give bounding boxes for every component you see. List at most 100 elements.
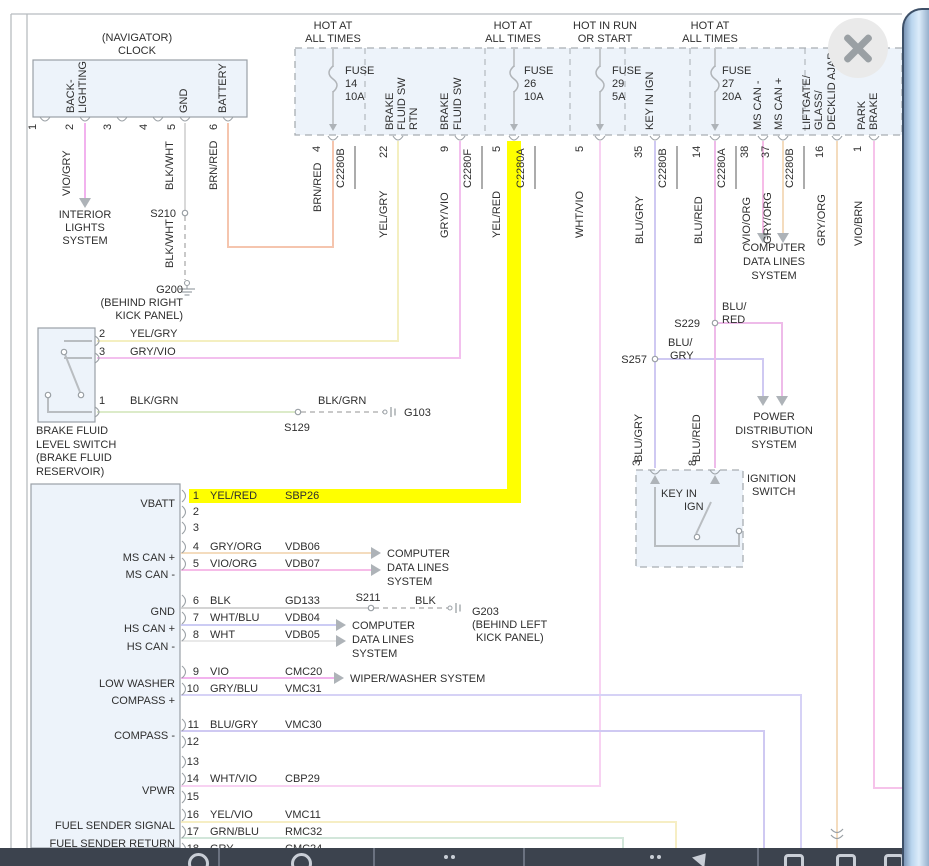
diagram-label: GRY/VIO — [130, 346, 176, 358]
wire-color-label: GRY/ORG — [210, 541, 262, 553]
diagram-label: HOT IN RUN — [573, 20, 637, 32]
diagram-vlabel: 22 — [378, 146, 390, 158]
pin-bracket — [181, 505, 187, 519]
diagram-vlabel: 2 — [64, 124, 76, 130]
arrowhead — [334, 672, 344, 684]
diagram-label: GND — [151, 606, 176, 618]
wire-color-label: GRY/BLU — [210, 683, 258, 695]
separator — [523, 848, 525, 866]
diagram-label: (NAVIGATOR) — [102, 32, 172, 44]
pin-bracket — [181, 825, 187, 839]
fuse-icon — [328, 65, 338, 93]
pin-bracket — [94, 352, 100, 364]
diagram-label: LEVEL SWITCH — [36, 439, 116, 451]
pin-bracket — [181, 735, 187, 749]
pin-bracket — [181, 628, 187, 642]
fuse-panel-box — [294, 47, 903, 136]
arrowhead — [371, 564, 381, 576]
pin-bracket — [831, 135, 843, 141]
diagram-vlabel: GRY/ORG — [762, 192, 774, 244]
arrowhead — [79, 198, 91, 208]
window-icon[interactable] — [836, 854, 856, 866]
diagram-label: COMPUTER — [387, 548, 450, 560]
wire-yel-red-highlighted — [189, 141, 521, 503]
contact — [735, 527, 743, 535]
close-button[interactable] — [828, 18, 888, 78]
pause-icon[interactable] — [444, 855, 448, 859]
diagram-label: 20A — [722, 91, 742, 103]
window-icon[interactable] — [884, 854, 903, 866]
contact — [77, 391, 85, 399]
record-icon[interactable] — [188, 853, 209, 866]
diagram-vlabel: YEL/RED — [491, 191, 503, 238]
pin-number: 4 — [193, 541, 199, 553]
fuse-icon — [595, 65, 605, 93]
pin-bracket — [777, 135, 789, 141]
diagram-vlabel: 14 — [691, 146, 703, 158]
arrowhead — [710, 475, 720, 484]
splice-S211 — [367, 604, 375, 612]
splice-S257 — [651, 355, 659, 363]
connector-G203 — [447, 605, 453, 611]
circuit-code-label: CBP29 — [285, 773, 320, 785]
diagram-label: HOT AT — [691, 20, 730, 32]
diagram-vlabel: 3 — [102, 124, 114, 130]
pin-number: 17 — [187, 826, 199, 838]
circuit-code-label: GD133 — [285, 595, 320, 607]
diagram-vlabel: BLU/GRY — [633, 413, 645, 462]
pin-bracket — [181, 718, 187, 732]
diagram-label: YEL/GRY — [130, 328, 178, 340]
circuit-code-label: VMC30 — [285, 719, 322, 731]
circuit-code-label: VMC31 — [285, 683, 322, 695]
diagram-vlabel: BLU/RED — [691, 414, 703, 462]
wire-color-label: WHT/VIO — [210, 773, 257, 785]
diagram-label: 2 — [99, 328, 105, 340]
pin-bracket — [709, 469, 721, 475]
pin-bracket — [181, 682, 187, 696]
diagram-label: SYSTEM — [352, 648, 397, 660]
arrowhead — [711, 124, 719, 131]
diagram-label: DATA LINES — [387, 562, 449, 574]
wire-yel-gry — [97, 141, 399, 342]
diagram-label: 3 — [99, 346, 105, 358]
send-icon[interactable] — [692, 848, 712, 866]
connector-inline — [830, 828, 844, 834]
brake-sw-internal-3 — [47, 398, 92, 413]
diagram-label: BLK — [415, 595, 436, 607]
diagram-label: BRAKE FLUID — [36, 425, 108, 437]
diagram-label: GRY — [670, 350, 694, 362]
splice-S210 — [181, 209, 189, 217]
ignition-internal-blade — [695, 501, 712, 535]
arrowhead — [596, 124, 604, 131]
diagram-vlabel: BLU/GRY — [634, 195, 646, 244]
diagram-vlabel: VIO/BRN — [853, 201, 865, 246]
wire-gry-vio — [97, 141, 461, 359]
diagram-label: HOT AT — [314, 20, 353, 32]
pin-number: 15 — [187, 791, 199, 803]
diagram-vlabel: C2280B — [657, 148, 669, 188]
pin-bracket — [181, 521, 187, 535]
wire-row11-blu-gry — [181, 730, 765, 848]
diagram-label: IGN — [684, 501, 704, 513]
pin-bracket — [868, 135, 880, 141]
diagram-vlabel: PARK — [856, 100, 868, 130]
window-icon[interactable] — [784, 854, 804, 866]
fuse-icon — [509, 65, 519, 93]
contact — [44, 391, 52, 399]
pin-bracket — [454, 135, 466, 141]
pause-icon[interactable] — [650, 855, 654, 859]
diagram-label: CLOCK — [118, 45, 157, 57]
diagram-label: WIPER/WASHER SYSTEM — [350, 673, 485, 685]
diagram-label: FUSE — [524, 65, 553, 77]
diagram-vlabel: BACK- — [65, 79, 77, 113]
circuit-code-label: RMC32 — [285, 826, 322, 838]
diagram-label: VPWR — [142, 785, 175, 797]
diagram-vlabel: GND — [178, 89, 190, 114]
help-icon[interactable] — [291, 853, 312, 866]
diagram-label: G200 — [156, 284, 183, 296]
pin-number: 13 — [187, 756, 199, 768]
diagram-label: BLK/GRN — [318, 395, 366, 407]
arrowhead — [510, 124, 518, 131]
diagram-vlabel: C2280A — [515, 148, 527, 188]
